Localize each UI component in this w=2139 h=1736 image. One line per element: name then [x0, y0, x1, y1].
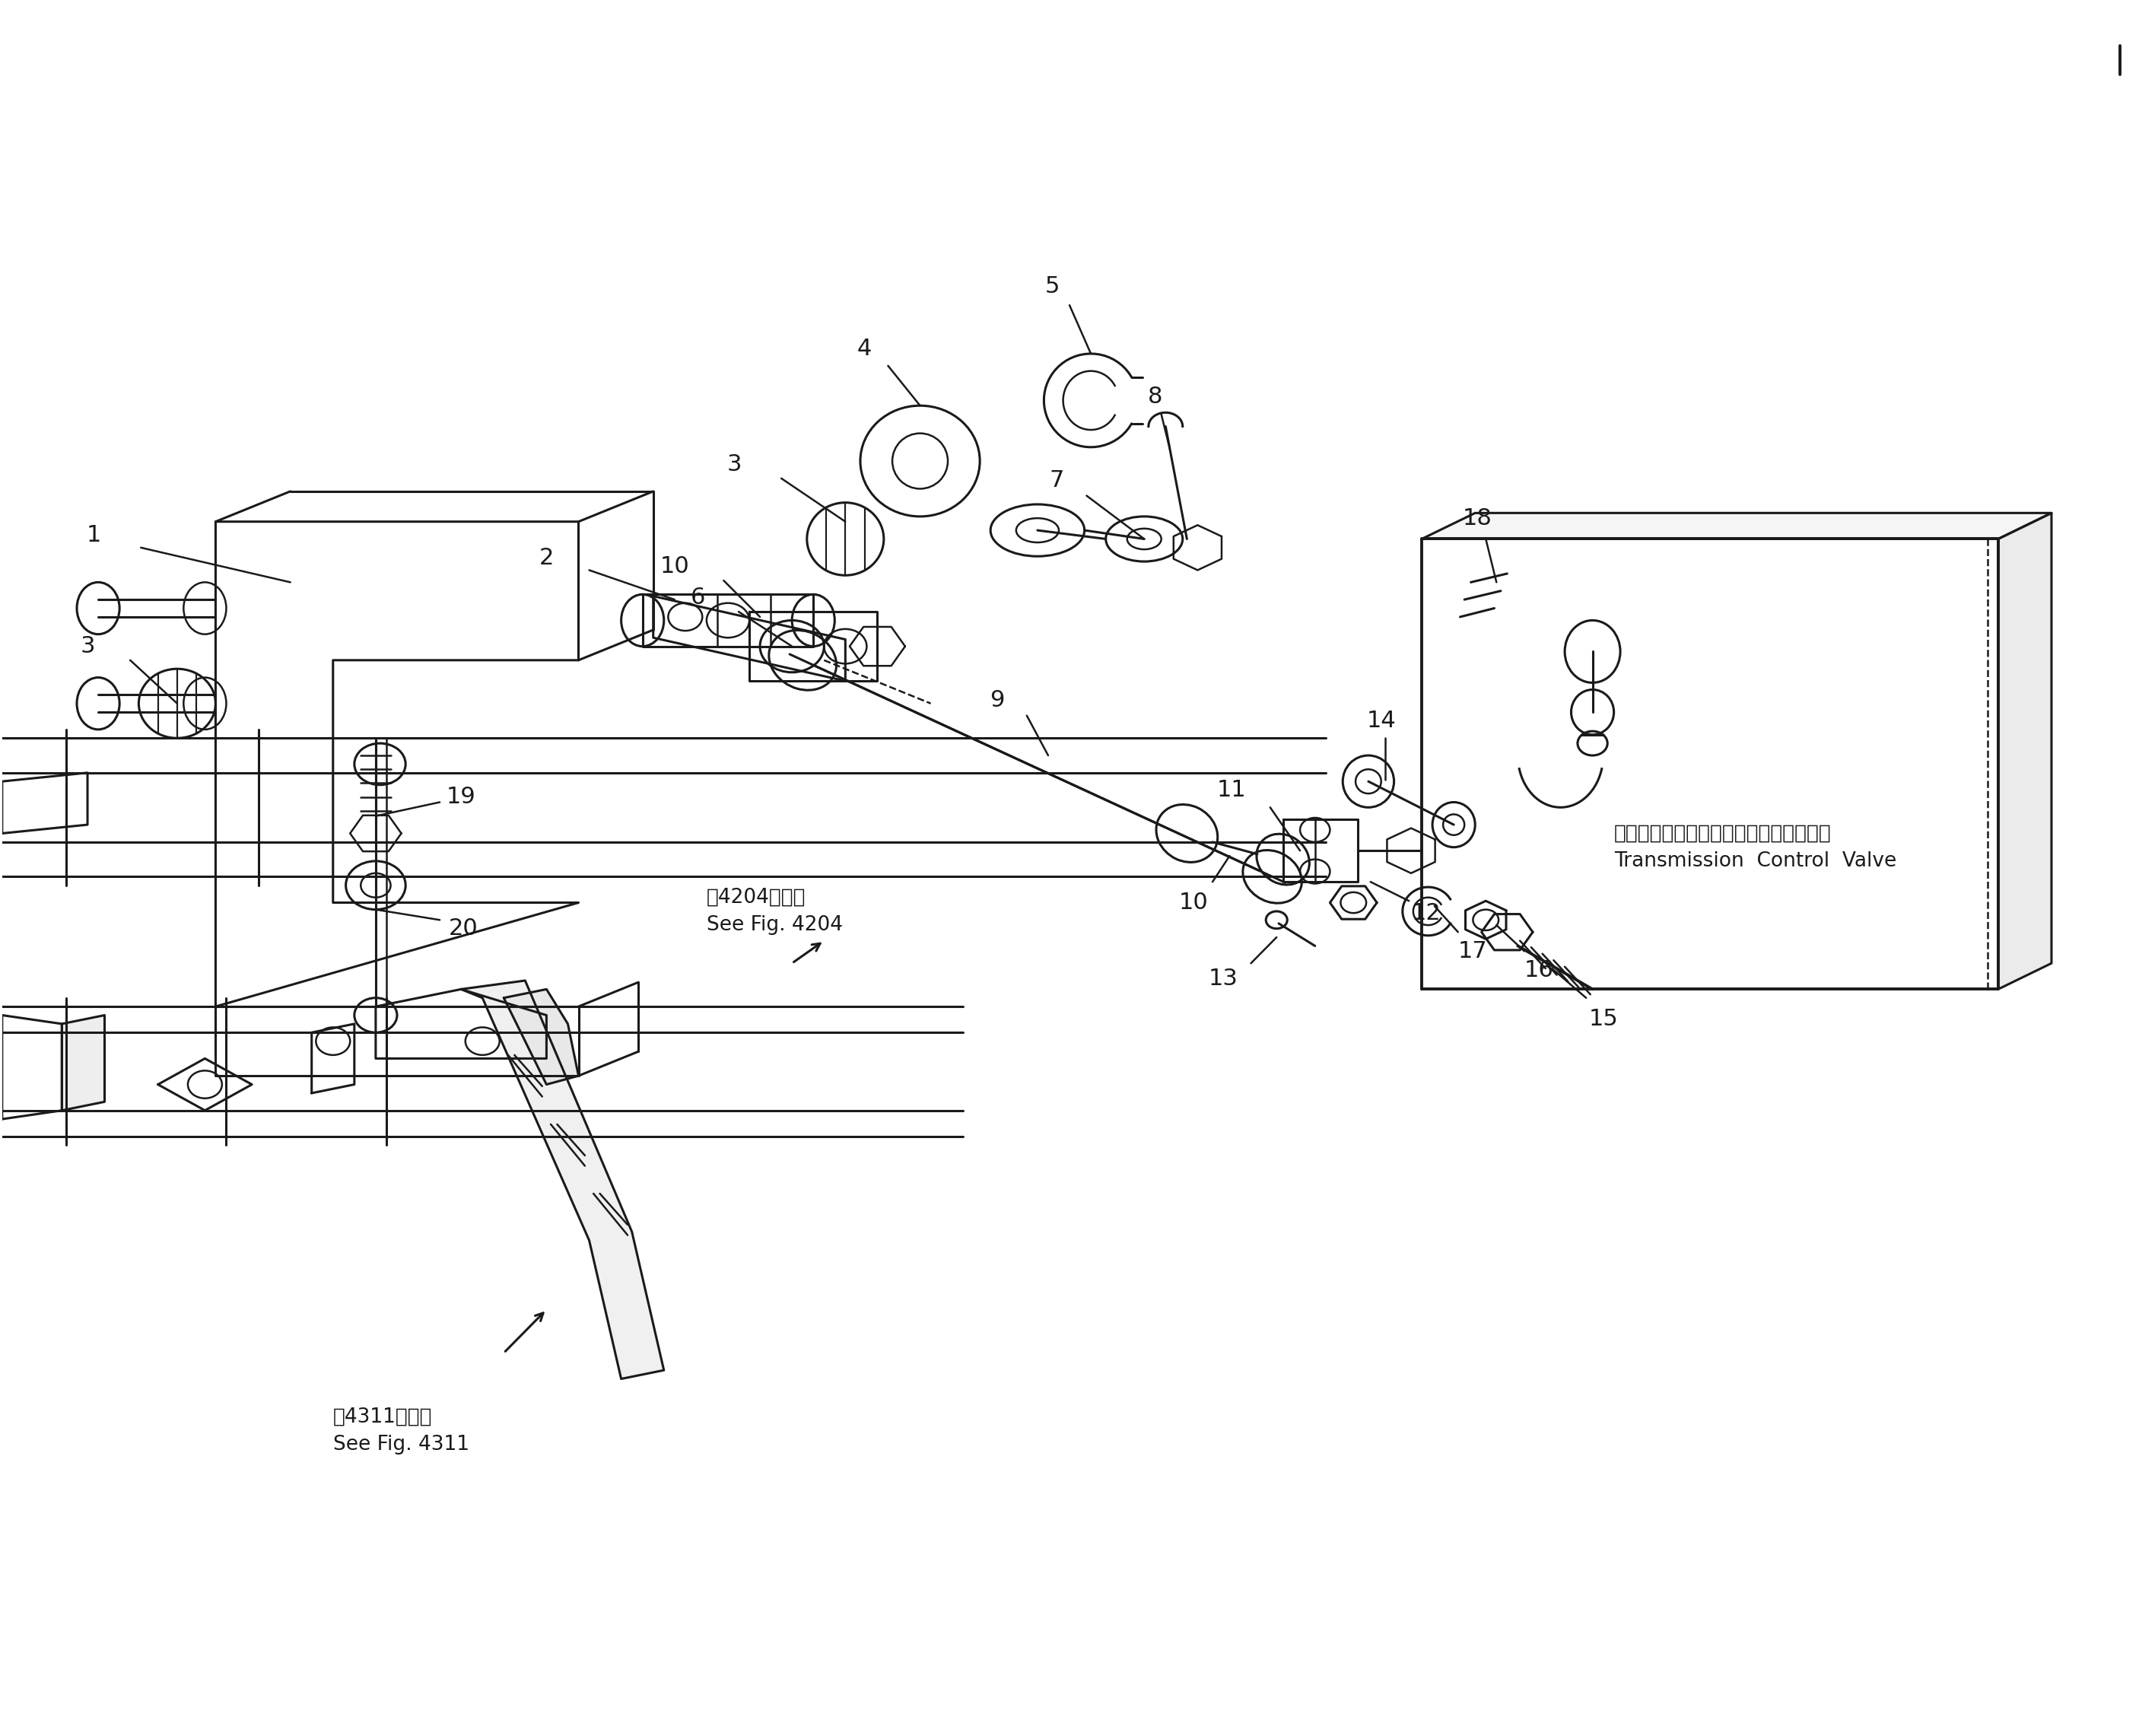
Text: 12: 12	[1412, 903, 1442, 924]
Circle shape	[824, 628, 866, 663]
Ellipse shape	[791, 594, 834, 646]
Text: 15: 15	[1589, 1007, 1617, 1029]
Text: 10: 10	[659, 556, 689, 578]
Ellipse shape	[860, 406, 980, 516]
Polygon shape	[376, 990, 545, 1059]
Text: 18: 18	[1463, 507, 1493, 529]
Ellipse shape	[1106, 516, 1183, 561]
Ellipse shape	[1243, 851, 1303, 903]
Ellipse shape	[184, 582, 227, 634]
Text: 3: 3	[79, 635, 94, 658]
Text: 16: 16	[1525, 960, 1553, 981]
Text: 9: 9	[990, 689, 1005, 712]
Text: 5: 5	[1046, 274, 1059, 297]
Ellipse shape	[139, 668, 216, 738]
Text: 笥4204図参照
See Fig. 4204: 笥4204図参照 See Fig. 4204	[706, 887, 843, 936]
Polygon shape	[505, 990, 578, 1085]
Polygon shape	[642, 594, 813, 646]
Text: 笥4311図参照
See Fig. 4311: 笥4311図参照 See Fig. 4311	[334, 1408, 468, 1455]
Polygon shape	[1422, 512, 2051, 538]
Polygon shape	[62, 1016, 105, 1111]
Circle shape	[347, 861, 406, 910]
Polygon shape	[216, 1007, 578, 1076]
Text: 10: 10	[1179, 892, 1209, 913]
Polygon shape	[462, 981, 663, 1378]
Circle shape	[1301, 859, 1330, 884]
Ellipse shape	[1157, 804, 1217, 863]
Polygon shape	[1465, 901, 1506, 939]
Polygon shape	[1283, 819, 1358, 882]
Circle shape	[759, 620, 824, 672]
Polygon shape	[158, 1059, 252, 1111]
Circle shape	[317, 1028, 351, 1055]
Text: 6: 6	[691, 587, 706, 609]
Polygon shape	[1174, 524, 1221, 569]
Polygon shape	[1330, 885, 1378, 918]
Polygon shape	[849, 627, 905, 667]
Text: トランスミッションコントロールバルブ
Transmission  Control  Valve: トランスミッションコントロールバルブ Transmission Control …	[1613, 823, 1897, 871]
Polygon shape	[1998, 512, 2051, 990]
Ellipse shape	[1343, 755, 1395, 807]
Ellipse shape	[1433, 802, 1476, 847]
Ellipse shape	[768, 630, 836, 691]
Polygon shape	[312, 1024, 355, 1094]
Polygon shape	[652, 595, 845, 681]
Polygon shape	[351, 816, 402, 851]
Polygon shape	[216, 521, 578, 1007]
Circle shape	[667, 602, 702, 630]
Text: 14: 14	[1367, 710, 1397, 733]
Ellipse shape	[77, 582, 120, 634]
Text: 7: 7	[1050, 469, 1063, 491]
Circle shape	[355, 743, 406, 785]
Circle shape	[466, 1028, 501, 1055]
Polygon shape	[1422, 538, 1998, 990]
Ellipse shape	[1572, 689, 1613, 734]
Polygon shape	[2, 773, 88, 833]
Text: 4: 4	[858, 337, 873, 359]
Ellipse shape	[990, 505, 1084, 556]
Text: 2: 2	[539, 547, 554, 569]
Ellipse shape	[1566, 620, 1619, 682]
Ellipse shape	[77, 677, 120, 729]
Polygon shape	[1386, 828, 1435, 873]
Polygon shape	[749, 611, 877, 681]
Ellipse shape	[620, 594, 663, 646]
Circle shape	[1301, 818, 1330, 842]
Ellipse shape	[806, 503, 883, 575]
Text: 11: 11	[1217, 779, 1247, 800]
Text: 1: 1	[86, 524, 101, 547]
Text: 3: 3	[727, 453, 742, 476]
Ellipse shape	[1256, 833, 1309, 885]
Circle shape	[355, 998, 398, 1033]
Text: 20: 20	[449, 918, 477, 939]
Text: 8: 8	[1147, 385, 1161, 408]
Text: 17: 17	[1459, 941, 1489, 962]
Polygon shape	[2, 1016, 62, 1120]
Polygon shape	[1482, 915, 1534, 950]
Circle shape	[188, 1071, 222, 1099]
Ellipse shape	[184, 677, 227, 729]
Text: 19: 19	[447, 786, 475, 807]
Text: 13: 13	[1209, 967, 1238, 990]
